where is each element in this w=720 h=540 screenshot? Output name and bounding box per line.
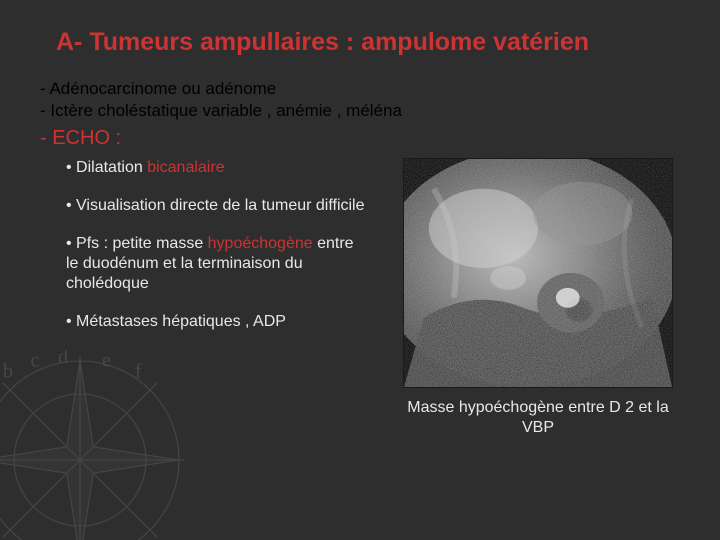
content-row: • Dilatation bicanalaire • Visualisation… <box>40 158 688 438</box>
bullet-2: • Visualisation directe de la tumeur dif… <box>66 196 370 216</box>
image-caption: Masse hypoéchogène entre D 2 et la VBP <box>398 398 678 438</box>
bullet-1-prefix: • Dilatation <box>66 159 147 176</box>
slide-container: A- Tumeurs ampullaires : ampulome vatéri… <box>0 0 720 540</box>
bullet-3-highlight: hypoéchogène <box>208 235 313 252</box>
bullet-4: • Métastases hépatiques , ADP <box>66 312 370 332</box>
bullet-list: • Dilatation bicanalaire • Visualisation… <box>40 158 370 350</box>
slide-title: A- Tumeurs ampullaires : ampulome vatéri… <box>40 28 688 57</box>
echo-heading: - ECHO : <box>40 127 688 150</box>
image-column: Masse hypoéchogène entre D 2 et la VBP <box>388 158 688 438</box>
bullet-3-prefix: • Pfs : petite masse <box>66 235 208 252</box>
bullet-1-highlight: bicanalaire <box>147 159 224 176</box>
intro-line-2: - Ictère choléstatique variable , anémie… <box>40 101 688 121</box>
intro-line-1: - Adénocarcinome ou adénome <box>40 79 688 99</box>
bullet-3: • Pfs : petite masse hypoéchogène entre … <box>66 234 370 294</box>
bullet-1: • Dilatation bicanalaire <box>66 158 370 178</box>
ultrasound-image <box>403 158 673 388</box>
